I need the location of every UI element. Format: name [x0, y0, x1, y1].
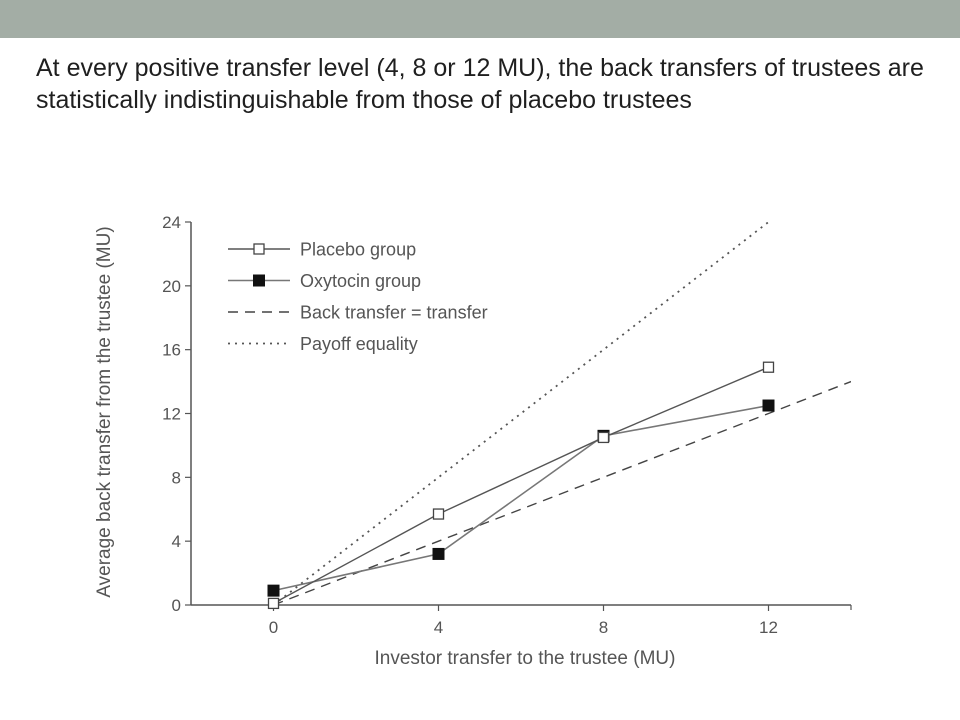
legend-label: Placebo group	[300, 240, 416, 260]
legend-item: Back transfer = transfer	[228, 303, 488, 323]
y-tick-label: 8	[172, 468, 181, 487]
y-tick-label: 4	[172, 532, 181, 551]
series-oxytocin-group	[267, 399, 775, 597]
top-bar	[0, 0, 960, 38]
data-point	[432, 508, 445, 520]
y-tick-label: 16	[162, 341, 181, 360]
data-point	[432, 547, 445, 560]
data-point	[597, 431, 610, 444]
series-line	[273, 404, 769, 592]
y-tick-label: 12	[162, 405, 181, 424]
y-tick-label: 0	[172, 596, 181, 615]
x-axis-label: Investor transfer to the trustee (MU)	[375, 648, 676, 669]
x-tick-label: 0	[269, 618, 278, 637]
legend-item: Oxytocin group	[228, 271, 421, 291]
chart-axes: 0 4 8 12 16 20 24 0 4 8 12	[162, 213, 852, 637]
legend-label: Oxytocin group	[300, 271, 421, 291]
y-axis-label: Average back transfer from the trustee (…	[94, 226, 115, 597]
x-tick-label: 4	[434, 618, 443, 637]
legend-label: Payoff equality	[300, 334, 418, 354]
y-tick-label: 24	[162, 213, 181, 232]
legend-label: Back transfer = transfer	[300, 303, 488, 323]
slide-body-text: At every positive transfer level (4, 8 o…	[36, 54, 924, 114]
x-tick-label: 8	[599, 618, 608, 637]
x-tick-label: 12	[759, 618, 778, 637]
series-line	[273, 366, 769, 605]
series-placebo-group	[267, 361, 775, 610]
legend-item: Payoff equality	[228, 334, 418, 354]
legend-swatch-marker	[253, 243, 265, 255]
data-point	[762, 399, 775, 412]
chart-legend: Placebo group Oxytocin group Back transfer…	[228, 240, 488, 354]
data-point	[267, 584, 280, 597]
data-point	[267, 597, 280, 610]
series-back-transfer-transfer	[273, 380, 851, 605]
chart-series	[267, 222, 851, 610]
legend-item: Placebo group	[228, 240, 416, 260]
data-point	[762, 361, 775, 373]
series-line	[273, 380, 851, 605]
y-tick-label: 20	[162, 277, 181, 296]
legend-swatch-marker	[253, 274, 265, 287]
